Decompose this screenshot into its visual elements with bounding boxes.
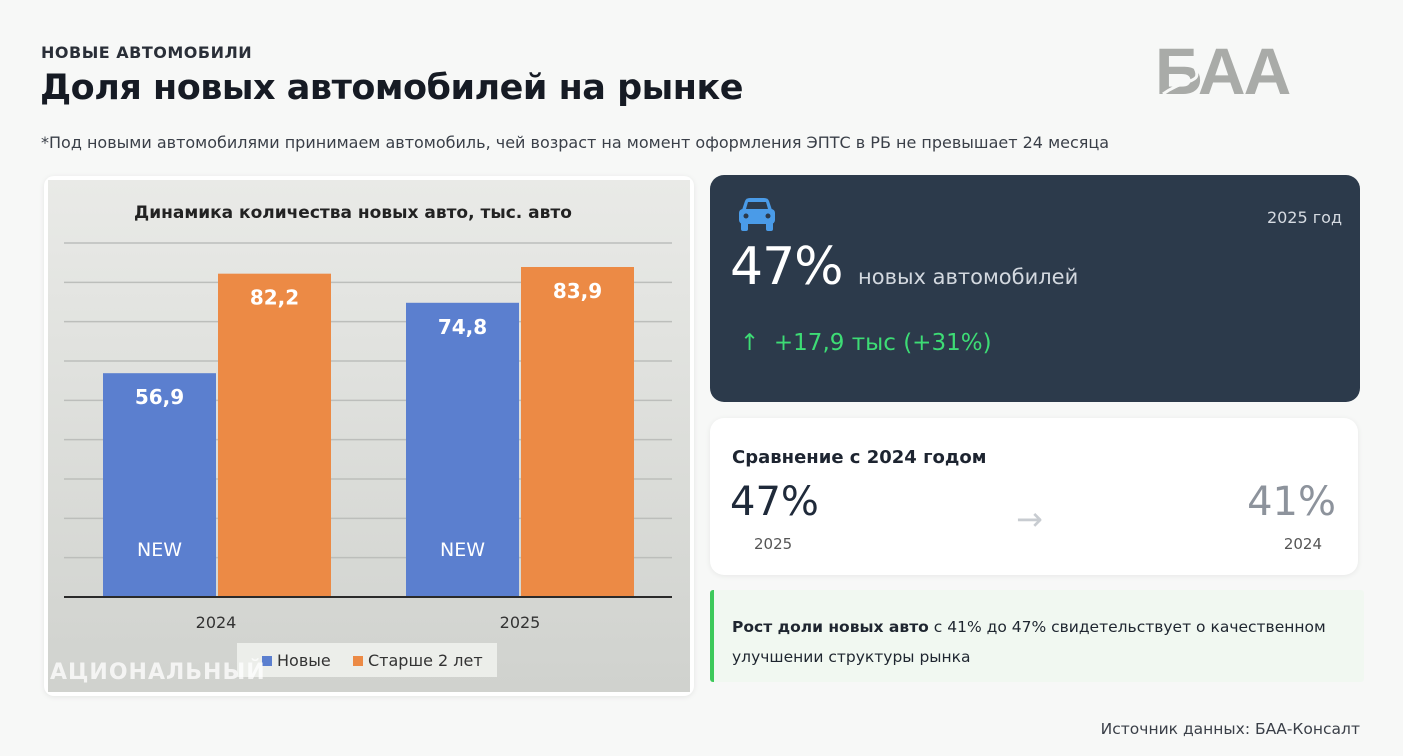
bar-new-2025 xyxy=(406,302,519,597)
previous-year: 2024 xyxy=(1283,535,1322,553)
current-year: 2025 xyxy=(754,535,793,553)
legend-label-new: Новые xyxy=(277,651,331,670)
legend xyxy=(237,643,497,677)
baa-logo: БАА xyxy=(1155,38,1292,100)
page-title: Доля новых автомобилей на рынке xyxy=(40,68,743,108)
insight-callout: Рост доли новых авто с 41% до 47% свидет… xyxy=(710,590,1364,682)
share-label: новых автомобилей xyxy=(858,265,1079,289)
bar-new-2024 xyxy=(103,373,216,597)
chart-panel: Динамика количества новых авто, тыс. авт… xyxy=(44,176,694,696)
insight-text: Рост доли новых авто с 41% до 47% свидет… xyxy=(732,612,1332,672)
data-label: 74,8 xyxy=(438,315,487,339)
growth-value: +17,9 тыс (+31%) xyxy=(773,330,992,356)
bar-chart: Динамика количества новых авто, тыс. авт… xyxy=(48,180,690,692)
comparison-card: Сравнение с 2024 годом 47% 2025 → 41% 20… xyxy=(710,418,1358,575)
data-label: 56,9 xyxy=(135,385,184,409)
definition-note: *Под новыми автомобилями принимаем автом… xyxy=(41,133,1110,152)
year-tag: 2025 год xyxy=(1266,208,1342,227)
legend-label-older: Старше 2 лет xyxy=(368,651,483,670)
legend-swatch-new xyxy=(262,656,272,666)
comparison-title: Сравнение с 2024 годом xyxy=(732,447,987,468)
new-bar-label: NEW xyxy=(137,539,182,561)
bar-older-2024 xyxy=(218,273,331,597)
watermark: АЦИОНАЛЬНЫЙ xyxy=(50,660,266,685)
growth-indicator: ↑ +17,9 тыс (+31%) xyxy=(740,330,992,356)
arrow-up-icon: ↑ xyxy=(740,330,760,356)
arrow-right-icon: → xyxy=(1016,500,1043,538)
share-value: 47% xyxy=(730,237,844,297)
insight-bold: Рост доли новых авто xyxy=(732,618,929,636)
insight-rest: с 41% до 47% свидетельствует о качествен… xyxy=(732,618,1326,666)
data-label: 82,2 xyxy=(250,286,299,310)
section-kicker: НОВЫЕ АВТОМОБИЛИ xyxy=(41,43,253,62)
bar-older-2025 xyxy=(521,266,634,597)
x-tick-label: 2025 xyxy=(500,613,541,632)
new-bar-label: NEW xyxy=(440,539,485,561)
previous-value: 41% xyxy=(1247,479,1336,525)
data-source: Источник данных: БАА-Консалт xyxy=(1100,720,1360,738)
data-label: 83,9 xyxy=(553,279,602,303)
chart-title: Динамика количества новых авто, тыс. авт… xyxy=(134,203,572,223)
car-icon xyxy=(739,198,775,231)
highlight-card: 2025 год 47% новых автомобилей ↑ +17,9 т… xyxy=(710,175,1360,402)
svg-text:БАА: БАА xyxy=(1155,38,1290,100)
current-value: 47% xyxy=(730,479,819,525)
legend-swatch-older xyxy=(353,656,363,666)
x-tick-label: 2024 xyxy=(196,613,237,632)
